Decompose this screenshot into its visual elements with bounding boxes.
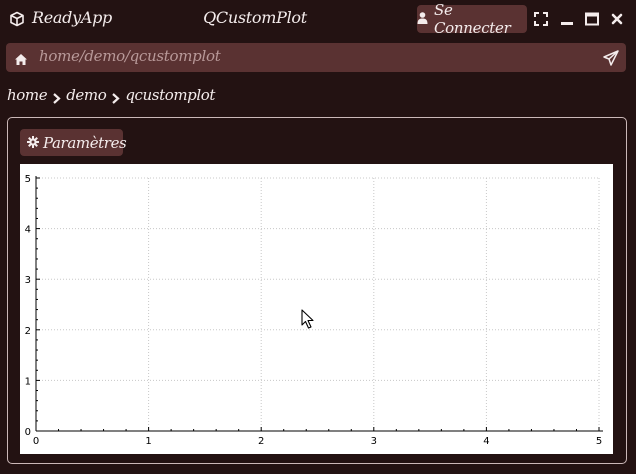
window-title: QCustomPlot — [203, 8, 307, 27]
home-icon[interactable] — [14, 51, 28, 65]
user-icon — [417, 10, 428, 28]
x-tick-label: 1 — [145, 436, 151, 447]
y-tick-label: 4 — [25, 225, 31, 236]
x-tick-label: 3 — [371, 436, 377, 447]
gear-icon — [27, 134, 39, 152]
login-button[interactable]: Se Connecter — [417, 1, 527, 37]
chevron-right-icon — [111, 90, 120, 104]
title-bar: ReadyApp QCustomPlot Se Connecter — [0, 0, 636, 38]
settings-button[interactable]: Paramètres — [20, 129, 127, 156]
y-tick-label: 0 — [25, 427, 31, 438]
address-input[interactable]: home/demo/qcustomplot — [39, 47, 221, 65]
x-tick-label: 0 — [33, 436, 39, 447]
plot-widget[interactable]: 0 1 2 3 4 5 0 1 2 3 4 5 — [20, 164, 613, 454]
breadcrumb-item-home[interactable]: home — [7, 86, 48, 104]
address-bar[interactable]: home/demo/qcustomplot — [6, 43, 626, 72]
main-panel: Paramètres 0 1 2 3 4 5 0 1 2 3 4 5 — [7, 117, 627, 464]
x-tick-label: 2 — [258, 436, 264, 447]
mouse-cursor-icon — [301, 309, 315, 329]
plot-canvas[interactable]: 0 1 2 3 4 5 0 1 2 3 4 5 — [20, 164, 613, 454]
settings-label: Paramètres — [43, 133, 127, 152]
send-icon[interactable] — [603, 50, 619, 66]
y-tick-label: 2 — [25, 326, 31, 337]
cube-icon — [9, 11, 25, 27]
breadcrumb-item-demo[interactable]: demo — [66, 86, 107, 104]
maximize-icon[interactable] — [584, 11, 600, 27]
close-icon[interactable] — [609, 11, 625, 27]
app-name: ReadyApp — [32, 8, 112, 27]
chevron-right-icon — [52, 90, 61, 104]
y-tick-label: 5 — [25, 174, 31, 185]
y-tick-label: 1 — [25, 376, 31, 387]
login-label: Se Connecter — [434, 1, 511, 37]
fullscreen-icon[interactable] — [533, 11, 549, 27]
x-tick-label: 5 — [596, 436, 602, 447]
breadcrumb: home demo qcustomplot — [7, 84, 215, 106]
y-tick-label: 3 — [25, 275, 31, 286]
breadcrumb-item-qcustomplot[interactable]: qcustomplot — [125, 86, 216, 104]
minimize-icon[interactable] — [559, 11, 575, 27]
x-tick-label: 4 — [483, 436, 489, 447]
